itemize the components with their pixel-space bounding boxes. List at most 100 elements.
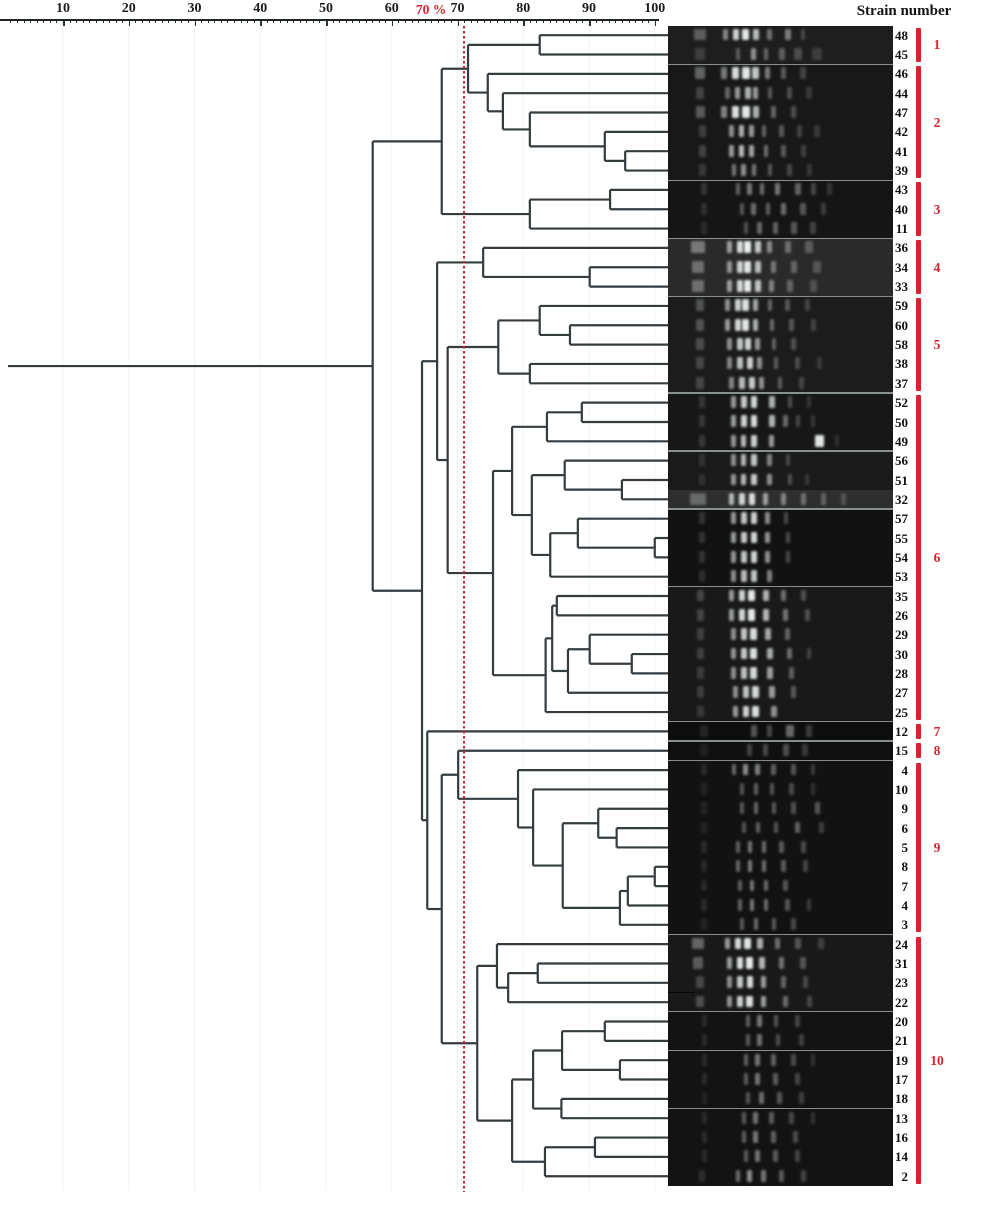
gel-band — [769, 782, 774, 795]
gel-band — [789, 318, 794, 331]
gel-band — [701, 1150, 707, 1163]
gel-lane — [668, 315, 893, 335]
cluster-bar — [916, 395, 921, 720]
gel-band — [761, 976, 767, 989]
gel-band — [736, 995, 743, 1008]
gel-band — [752, 28, 759, 41]
gel-band — [794, 183, 801, 196]
gel-lane — [668, 64, 893, 84]
gel-band — [783, 879, 788, 892]
gel-band — [765, 512, 771, 524]
gel-band — [768, 396, 775, 408]
gel-lane — [668, 257, 893, 277]
strain-label: 22 — [895, 994, 908, 1010]
gel-band — [767, 86, 772, 99]
cluster-number: 2 — [933, 114, 941, 130]
axis-minor-tick — [187, 20, 189, 24]
axis-minor-tick — [549, 20, 551, 24]
gel-band — [835, 434, 840, 447]
axis-minor-tick — [306, 20, 308, 24]
axis-minor-tick — [444, 20, 446, 24]
axis-minor-tick — [562, 20, 564, 24]
gel-lane — [668, 779, 893, 800]
gel-lane — [668, 625, 893, 645]
strain-label: 3 — [901, 917, 909, 933]
axis-minor-tick — [36, 20, 38, 24]
axis-minor-tick — [450, 20, 452, 24]
strain-label: 49 — [895, 433, 908, 449]
axis-minor-tick — [464, 20, 466, 24]
gel-band — [811, 1111, 816, 1124]
gel-band — [753, 918, 758, 931]
gel-band — [814, 125, 821, 138]
gel-band — [738, 608, 745, 621]
gel-lane-separator — [668, 450, 893, 452]
gel-band — [731, 454, 737, 466]
gel-band — [812, 48, 823, 60]
axis-minor-tick — [385, 20, 387, 24]
gel-lane-separator — [668, 1049, 893, 1052]
gel-band — [701, 763, 707, 776]
gel-band — [745, 1092, 750, 1105]
axis-minor-tick — [17, 20, 18, 24]
gel-band — [735, 860, 740, 873]
gel-band — [757, 1015, 763, 1027]
gel-band — [762, 589, 769, 602]
strain-label: 27 — [895, 685, 908, 701]
gel-band — [693, 957, 703, 969]
strain-label: 30 — [895, 646, 908, 662]
gel-band — [733, 705, 739, 718]
gel-band — [746, 957, 754, 969]
gel-band — [761, 860, 766, 873]
gel-band — [771, 1053, 777, 1066]
axis-minor-tick — [299, 20, 301, 24]
gel-band — [800, 840, 806, 853]
gel-band — [804, 299, 810, 312]
strain-label: 48 — [895, 27, 908, 43]
gel-band — [773, 222, 779, 234]
gel-lane — [668, 567, 893, 587]
strain-label: 16 — [895, 1130, 908, 1145]
gel-band — [750, 434, 757, 447]
gel-band — [787, 473, 792, 486]
gel-band — [745, 1034, 750, 1047]
gel-band — [790, 222, 797, 234]
axis-minor-tick — [345, 20, 347, 24]
gel-band — [696, 686, 704, 699]
cluster-bar — [916, 762, 921, 933]
gel-band — [731, 164, 736, 176]
gel-band — [781, 144, 786, 157]
strain-label: 10 — [895, 781, 908, 797]
gel-band — [740, 415, 747, 428]
gel-band — [737, 879, 742, 892]
strain-label: 25 — [895, 704, 908, 720]
axis-minor-tick — [378, 20, 380, 24]
gel-lane — [668, 354, 893, 374]
strain-label: 15 — [895, 743, 908, 759]
gel-band — [742, 299, 750, 312]
gel-band — [750, 570, 757, 582]
gel-band — [750, 473, 757, 486]
strain-label: 51 — [895, 472, 908, 488]
gel-band — [701, 898, 707, 911]
gel-band — [740, 550, 747, 563]
axis-tick-label: 50 — [319, 1, 333, 16]
gel-band — [750, 396, 757, 408]
gel-band — [748, 589, 756, 602]
axis-minor-tick — [339, 20, 341, 24]
gel-band — [696, 318, 704, 331]
gel-band — [801, 28, 806, 41]
gel-lane — [668, 837, 893, 858]
gel-band — [755, 821, 760, 834]
gel-band — [773, 1073, 779, 1085]
gel-band — [778, 48, 785, 60]
gel-lane — [668, 973, 893, 993]
gel-lane — [668, 547, 893, 567]
strain-label: 38 — [895, 356, 908, 372]
gel-lane — [668, 586, 893, 606]
strain-label: 55 — [895, 530, 908, 546]
gel-band — [789, 1111, 794, 1124]
gel-band — [800, 202, 807, 215]
gel-band — [806, 86, 813, 99]
gel-band — [692, 260, 704, 273]
